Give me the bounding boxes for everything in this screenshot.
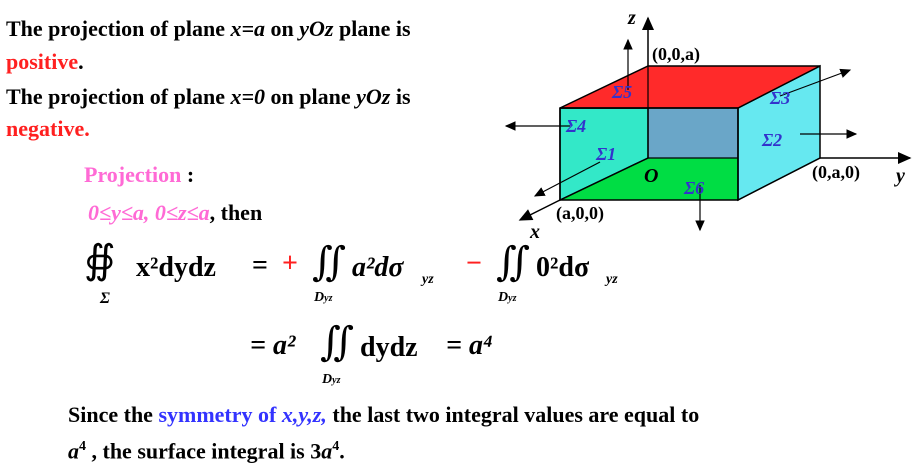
- math-var: x=0: [230, 84, 266, 109]
- origin-label: O: [644, 165, 658, 187]
- math-var: a: [68, 438, 79, 464]
- equals-sign: =: [252, 250, 268, 281]
- term1-subscript: yz: [422, 272, 434, 287]
- conclusion-line-1: Since the symmetry of x,y,z, the last tw…: [68, 400, 699, 430]
- positive-word: positive: [6, 49, 79, 74]
- math-var: x=a: [230, 16, 266, 41]
- y-axis-label: y: [894, 165, 905, 187]
- text-line-2: positive.: [6, 47, 84, 77]
- point-x-label: (a,0,0): [556, 203, 604, 224]
- double-integral: ∬: [496, 239, 531, 284]
- symmetry-vars: x,y,z,: [281, 402, 327, 427]
- x-axis-label: x: [529, 221, 540, 243]
- formula-line-1: ∯ Σ x²dydz = + ∬ Dyz a²dσ yz − ∬ Dyz 0²d…: [84, 237, 644, 312]
- line2-result: = a⁴: [446, 330, 493, 361]
- dom-d: D: [322, 372, 333, 387]
- dom-d: D: [498, 290, 509, 305]
- lhs-integrand: x²dydz: [136, 252, 216, 283]
- math-var: yOz: [356, 84, 391, 109]
- text-line-1: The projection of plane x=a on yOz plane…: [6, 14, 411, 44]
- math-var: yOz: [299, 16, 334, 41]
- projection-word: Projection: [84, 162, 182, 187]
- text-segment: on: [265, 16, 300, 41]
- double-integral: ∬: [320, 319, 355, 364]
- z-axis-label: z: [627, 7, 636, 29]
- text-line-4: negative.: [6, 116, 90, 141]
- point-y-label: (0,a,0): [812, 162, 860, 183]
- sigma-4-label: Σ4: [565, 116, 586, 136]
- superscript: 4: [332, 439, 340, 454]
- hidden-edge: [559, 157, 649, 201]
- dom-idx: yz: [508, 293, 517, 304]
- dom-d: D: [314, 290, 325, 305]
- text-segment: is: [390, 84, 411, 109]
- text-segment: :: [181, 162, 195, 187]
- term2-subscript: yz: [606, 272, 618, 287]
- projection-range: 0≤y≤a, 0≤z≤a, then: [88, 198, 262, 228]
- text-line-3: The projection of plane x=0 on plane yOz…: [6, 82, 411, 112]
- text-segment: .: [339, 438, 345, 464]
- normal-front-arrow: [533, 161, 601, 197]
- oint-double-integral: ∯: [84, 237, 116, 282]
- sigma-6-label: Σ6: [683, 178, 704, 198]
- superscript: 4: [79, 439, 86, 454]
- minus-sign: −: [466, 248, 482, 279]
- line2-integrand: dydz: [360, 332, 418, 363]
- text-segment: Since the: [68, 402, 159, 427]
- back-face: [648, 108, 738, 158]
- term2: 0²dσ: [536, 252, 590, 283]
- lhs-subscript: Σ: [100, 290, 110, 307]
- dom-idx: yz: [324, 293, 333, 304]
- conclusion-line-2: a4 , the surface integral is 3a4.: [68, 432, 345, 466]
- text-segment: , then: [209, 200, 263, 225]
- range-text: 0≤y≤a, 0≤z≤a: [88, 200, 210, 225]
- domain-subscript: Dyz: [498, 290, 516, 306]
- domain-subscript: Dyz: [314, 290, 332, 306]
- math-var: a: [321, 438, 333, 464]
- sigma-2-label: Σ2: [761, 130, 782, 150]
- text-segment: plane is: [333, 16, 411, 41]
- point-z-label: (0,0,a): [652, 44, 700, 65]
- text-segment: the last two integral values are equal t…: [326, 402, 700, 427]
- projection-label: Projection :: [84, 160, 194, 190]
- text-segment: .: [78, 49, 84, 74]
- x-axis: [518, 199, 561, 221]
- text-segment: on plane: [265, 84, 357, 109]
- bottom-right-edge: [737, 157, 821, 201]
- text-segment: The projection of plane: [6, 84, 231, 109]
- double-integral: ∬: [312, 239, 347, 284]
- normal-back-arrow: [779, 68, 852, 97]
- domain-subscript: Dyz: [322, 372, 340, 388]
- term1: a²dσ: [352, 252, 404, 283]
- dom-idx: yz: [332, 375, 341, 386]
- sigma-1-label: Σ1: [595, 144, 616, 164]
- plus-sign: +: [282, 248, 298, 279]
- sigma-5-label: Σ5: [611, 82, 632, 102]
- text-segment: The projection of plane: [6, 16, 231, 41]
- line2-eq: = a²: [250, 330, 296, 361]
- sigma-3-label: Σ3: [769, 88, 790, 108]
- text-segment: , the surface integral is 3: [86, 438, 322, 464]
- symmetry-word: symmetry of: [158, 402, 282, 427]
- formula-line-2: = a² ∬ Dyz dydz = a⁴: [250, 319, 570, 392]
